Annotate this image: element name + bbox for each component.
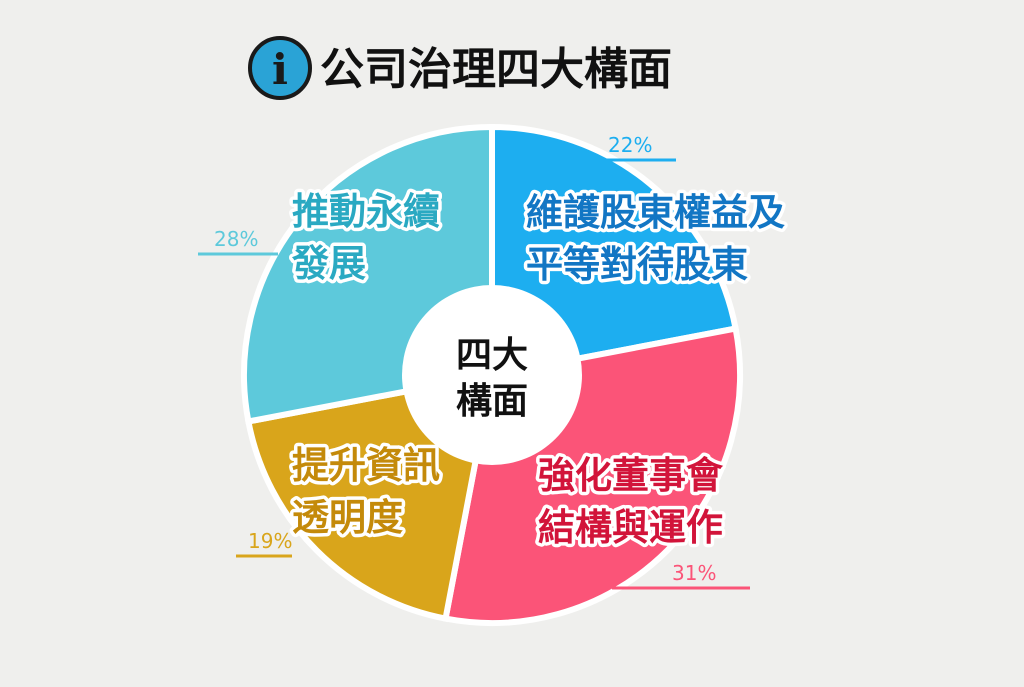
slice-labels: 22%維護股東權益及平等對待股東31%強化董事會結構與運作19%提升資訊透明度2…: [214, 133, 789, 585]
slice-label-line: 維護股東權益及: [526, 191, 785, 234]
percent-label-2: 31%: [672, 561, 716, 585]
chart-title: 公司治理四大構面: [320, 44, 672, 95]
pie-slices: [241, 123, 743, 626]
slice-label-line: 強化董事會: [538, 454, 724, 497]
center-label-line: 四大: [456, 335, 528, 376]
slice-label-line: 推動永續: [292, 190, 440, 233]
info-icon: i: [248, 36, 312, 100]
slice-label-line: 提升資訊: [292, 444, 440, 487]
slice-label-line: 發展: [291, 242, 366, 285]
percent-leader-lines: [198, 158, 750, 590]
percent-label-4: 28%: [214, 227, 258, 251]
slice-label-1: 維護股東權益及平等對待股東: [526, 191, 785, 286]
center-label: 四大構面: [456, 335, 528, 422]
slice-label-4: 推動永續發展: [291, 190, 440, 285]
percent-label-1: 22%: [608, 133, 652, 157]
percent-label-3: 19%: [248, 529, 292, 553]
slice-label-2: 強化董事會結構與運作: [538, 454, 724, 549]
slice-label-line: 結構與運作: [538, 506, 723, 549]
chart-header: i 公司治理四大構面: [248, 36, 672, 100]
slice-label-3: 提升資訊透明度: [292, 444, 440, 539]
info-icon-glyph: i: [272, 45, 288, 94]
center-label-line: 構面: [456, 381, 528, 422]
center-hole-circle: [402, 285, 582, 465]
slice-label-line: 透明度: [292, 496, 403, 539]
slice-label-line: 平等對待股東: [526, 243, 748, 286]
center-hole: 四大構面: [402, 285, 582, 465]
